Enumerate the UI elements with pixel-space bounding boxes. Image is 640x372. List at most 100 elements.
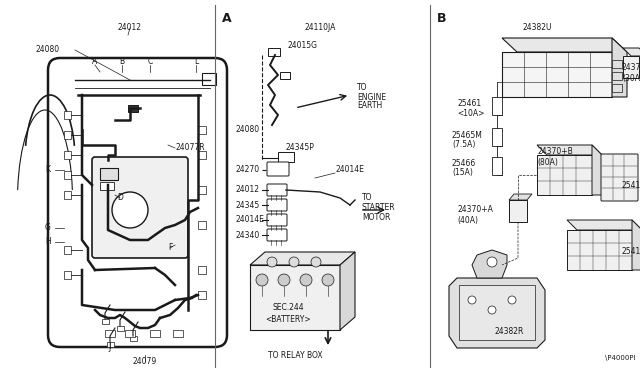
Bar [102, 319, 109, 324]
Circle shape [112, 192, 148, 228]
Bar [612, 72, 622, 80]
Polygon shape [567, 220, 640, 230]
Bar [198, 291, 206, 299]
Text: 24080: 24080 [236, 125, 260, 135]
Text: TO: TO [357, 83, 367, 93]
Text: B: B [120, 58, 125, 67]
Circle shape [488, 306, 496, 314]
Bar [492, 97, 502, 115]
Text: 24382R: 24382R [494, 327, 524, 337]
Text: D: D [117, 193, 123, 202]
Polygon shape [502, 38, 627, 52]
Text: \P4000PI: \P4000PI [605, 355, 636, 361]
Text: 24110JA: 24110JA [304, 23, 336, 32]
Text: 24014E: 24014E [235, 215, 264, 224]
Bar [100, 182, 114, 190]
Polygon shape [449, 278, 545, 348]
Text: A: A [92, 58, 98, 67]
Bar [612, 60, 622, 68]
Bar [128, 105, 138, 112]
Bar [64, 151, 71, 159]
Text: ENGINE: ENGINE [357, 93, 386, 102]
Text: 24370+A: 24370+A [457, 205, 493, 215]
Circle shape [311, 257, 321, 267]
FancyBboxPatch shape [267, 184, 287, 196]
Polygon shape [612, 38, 627, 97]
Bar [64, 246, 71, 254]
FancyBboxPatch shape [601, 154, 638, 201]
Text: (7.5A): (7.5A) [452, 141, 476, 150]
Text: 24079: 24079 [133, 357, 157, 366]
Polygon shape [509, 194, 532, 200]
Text: TO: TO [362, 193, 372, 202]
Text: 25461: 25461 [457, 99, 481, 108]
FancyBboxPatch shape [267, 162, 289, 176]
Bar [64, 171, 71, 179]
Bar [198, 221, 206, 229]
Text: A: A [222, 12, 232, 25]
Circle shape [267, 257, 277, 267]
Bar [64, 191, 71, 199]
Bar [64, 131, 71, 139]
Bar [107, 342, 114, 347]
Bar [198, 186, 206, 194]
Text: (80A): (80A) [537, 157, 558, 167]
Polygon shape [340, 252, 355, 330]
Text: F: F [168, 244, 172, 253]
Text: 25410: 25410 [622, 180, 640, 189]
Bar [278, 152, 294, 162]
Bar [280, 72, 290, 79]
Bar [492, 128, 502, 146]
Bar [492, 157, 502, 175]
Bar [198, 266, 206, 274]
Text: 24345: 24345 [235, 201, 259, 209]
Bar [612, 84, 622, 92]
Bar [459, 285, 535, 340]
Text: J: J [109, 343, 111, 353]
Bar [250, 265, 340, 330]
Bar [64, 271, 71, 279]
Circle shape [322, 274, 334, 286]
Bar [623, 56, 639, 78]
Bar [105, 330, 115, 337]
FancyBboxPatch shape [267, 199, 287, 211]
Polygon shape [537, 145, 602, 155]
Polygon shape [472, 250, 507, 278]
Circle shape [487, 257, 497, 267]
Circle shape [508, 296, 516, 304]
Circle shape [289, 257, 299, 267]
Text: L: L [194, 58, 198, 67]
Bar [198, 151, 206, 159]
Text: 24370: 24370 [622, 64, 640, 73]
Text: EARTH: EARTH [357, 102, 382, 110]
Text: 24345P: 24345P [285, 144, 314, 153]
Polygon shape [592, 145, 602, 195]
Text: 24340: 24340 [235, 231, 259, 240]
Text: 24014E: 24014E [335, 166, 364, 174]
FancyBboxPatch shape [267, 229, 287, 241]
Bar [268, 48, 280, 56]
Text: K: K [45, 166, 51, 174]
Bar [509, 200, 527, 222]
Bar [202, 73, 216, 85]
Text: B: B [437, 12, 447, 25]
Text: TO RELAY BOX: TO RELAY BOX [268, 350, 323, 359]
Polygon shape [632, 220, 640, 270]
Bar [173, 330, 183, 337]
Text: C: C [147, 58, 152, 67]
Text: 24270: 24270 [235, 166, 259, 174]
Text: 24080: 24080 [36, 45, 60, 55]
Text: 24370+B: 24370+B [537, 148, 573, 157]
Circle shape [468, 296, 476, 304]
Bar [130, 336, 137, 341]
Text: 24077R: 24077R [175, 144, 205, 153]
Bar [125, 330, 135, 337]
Text: SEC.244: SEC.244 [272, 304, 304, 312]
Bar [117, 326, 124, 331]
Bar [198, 126, 206, 134]
Text: 25465M: 25465M [452, 131, 483, 140]
Polygon shape [623, 48, 640, 56]
Text: 25411: 25411 [622, 247, 640, 257]
Text: 24015G: 24015G [287, 41, 317, 49]
Bar [150, 330, 160, 337]
